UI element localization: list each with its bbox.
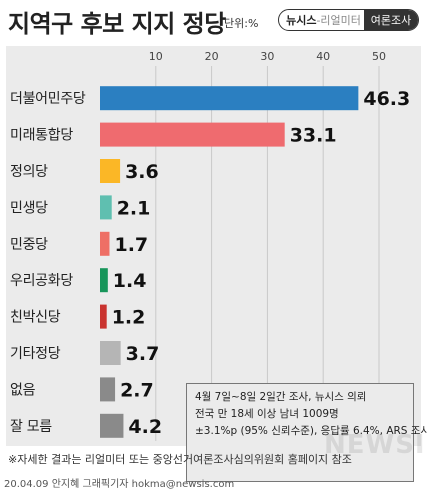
category-label: 미래통합당 [10, 128, 73, 144]
bar-5 [100, 231, 110, 256]
value-label: 2.7 [120, 379, 154, 401]
category-label: 없음 [10, 382, 36, 398]
footnote: ※자세한 결과는 리얼미터 또는 중앙선거여론조사심의위원회 홈페이지 참조 [8, 453, 352, 466]
credit: 20.04.09 안지혜 그래픽기자 hokma@newsis.com [4, 479, 235, 490]
x-tick-label: 10 [149, 50, 163, 63]
x-tick-label: 40 [316, 50, 330, 63]
category-label: 민중당 [10, 237, 48, 253]
bar-9 [100, 377, 116, 402]
chart-title: 지역구 후보 지지 정당 [8, 10, 226, 38]
value-label: 4.2 [128, 416, 162, 438]
bar-chart: 10 20 30 40 50 더불어민주당 46.3 미래통합당 33.1 정의당 3.6 민생당 2.… [10, 50, 410, 441]
value-label: 46.3 [363, 88, 410, 110]
category-label: 정의당 [10, 164, 48, 180]
unit-label: 단위:% [224, 17, 259, 30]
bar-7 [100, 304, 107, 329]
survey-note-line-3: ±3.1%p (95% 신뢰수준), 응답률 6.4%, ARS 조사 [195, 425, 427, 437]
value-label: 1.7 [114, 234, 148, 256]
value-label: 33.1 [290, 125, 337, 147]
category-label: 잘 모름 [10, 419, 52, 435]
category-label: 민생당 [10, 200, 48, 216]
bar-1 [100, 86, 359, 111]
value-label: 1.2 [112, 307, 146, 329]
bar-10 [100, 413, 124, 438]
bar-4 [100, 195, 112, 220]
survey-note-line-2: 전국 만 18세 이상 남녀 1009명 [195, 408, 339, 420]
brand-sub: -리얼미터 [316, 14, 361, 27]
category-label: 더불어민주당 [10, 91, 86, 107]
category-label: 우리공화당 [10, 273, 73, 289]
survey-note-line-1: 4월 7일~8일 2일간 조사, 뉴시스 의뢰 [195, 391, 367, 403]
brand-badge: 뉴시스 -리얼미터 여론조사 [278, 9, 419, 31]
value-label: 2.1 [117, 197, 151, 219]
x-tick-label: 50 [372, 50, 386, 63]
bar-8 [100, 341, 121, 365]
brand-left: 뉴시스 -리얼미터 [279, 10, 364, 30]
category-label: 기타정당 [10, 346, 61, 362]
value-label: 1.4 [113, 270, 147, 292]
value-label: 3.6 [125, 161, 159, 183]
x-tick-label: 20 [205, 50, 219, 63]
chart-panel: 10 20 30 40 50 더불어민주당 46.3 미래통합당 33.1 정의당 3.6 민생당 2.… [6, 46, 427, 482]
category-label: 친박신당 [10, 310, 61, 326]
bar-3 [100, 159, 121, 183]
brand-right: 여론조사 [364, 10, 418, 30]
bar-6 [100, 268, 108, 293]
bar-2 [100, 122, 285, 147]
watermark: NEWSIS [324, 430, 427, 460]
x-tick-label: 30 [260, 50, 274, 63]
brand-main: 뉴시스 [286, 14, 317, 27]
survey-note-box: 4월 7일~8일 2일간 조사, 뉴시스 의뢰 전국 만 18세 이상 남녀 1… [186, 383, 427, 482]
value-label: 3.7 [126, 343, 160, 365]
